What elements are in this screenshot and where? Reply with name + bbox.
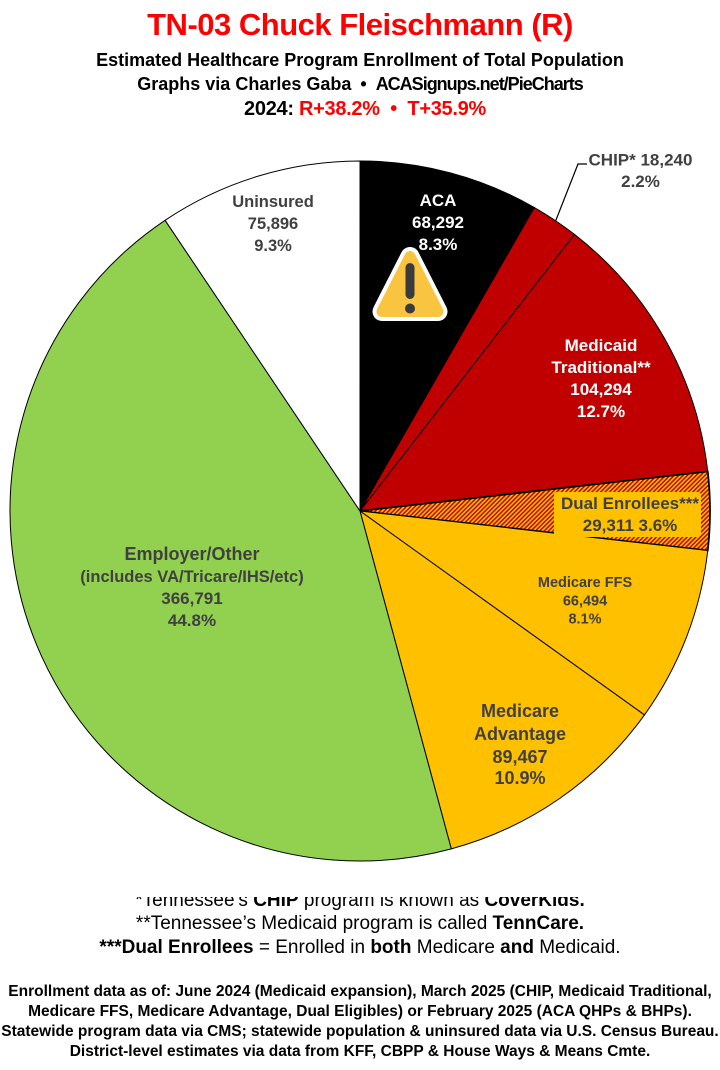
svg-text:9.3%: 9.3% — [254, 237, 292, 255]
svg-text:66,494: 66,494 — [563, 594, 607, 610]
svg-text:Dual Enrollees***: Dual Enrollees*** — [561, 494, 699, 513]
svg-text:Medicare FFS: Medicare FFS — [538, 575, 633, 591]
svg-text:Uninsured: Uninsured — [232, 193, 314, 211]
svg-text:44.8%: 44.8% — [168, 611, 216, 630]
svg-text:Employer/Other: Employer/Other — [124, 544, 259, 564]
svg-text:8.1%: 8.1% — [568, 612, 601, 628]
svg-text:CHIP* 18,240: CHIP* 18,240 — [589, 151, 693, 170]
svg-text:75,896: 75,896 — [248, 215, 298, 233]
svg-text:Medicare: Medicare — [481, 701, 559, 721]
svg-text:8.3%: 8.3% — [419, 235, 458, 254]
svg-text:366,791: 366,791 — [161, 589, 222, 608]
svg-text:104,294: 104,294 — [570, 380, 632, 399]
svg-text:12.7%: 12.7% — [577, 402, 625, 421]
svg-text:2.2%: 2.2% — [621, 172, 660, 191]
svg-text:10.9%: 10.9% — [494, 768, 545, 788]
svg-text:ACA: ACA — [420, 191, 457, 210]
svg-text:Advantage: Advantage — [474, 724, 566, 744]
svg-text:68,292: 68,292 — [412, 213, 464, 232]
svg-text:(includes VA/Tricare/IHS/etc): (includes VA/Tricare/IHS/etc) — [80, 568, 303, 586]
svg-text:Traditional**: Traditional** — [551, 358, 651, 377]
svg-text:Medicaid: Medicaid — [565, 336, 638, 355]
svg-text:29,311 3.6%: 29,311 3.6% — [583, 516, 678, 535]
svg-text:89,467: 89,467 — [492, 747, 547, 767]
